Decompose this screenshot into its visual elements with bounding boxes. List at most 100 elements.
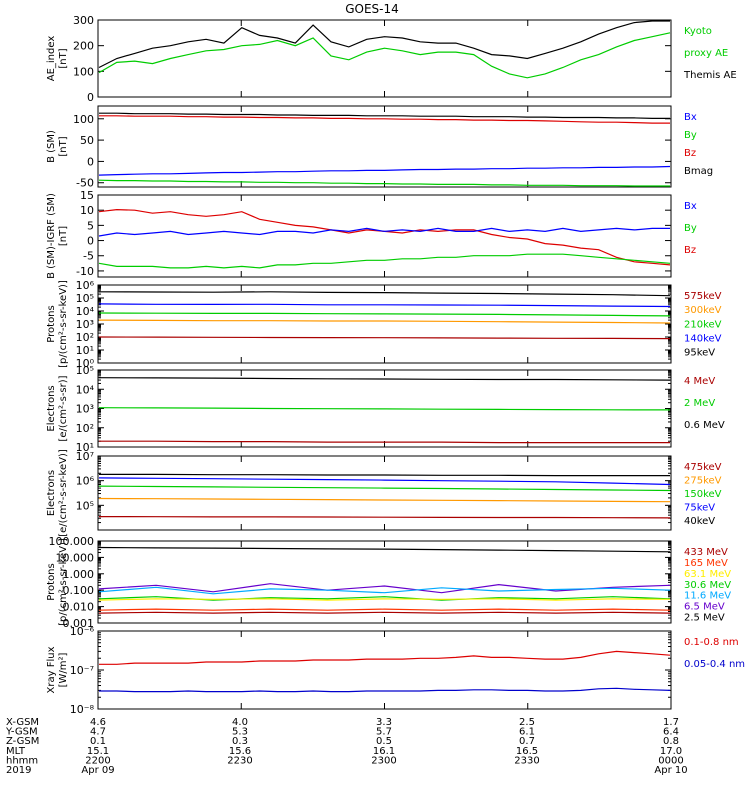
series-line-95kev: [98, 291, 671, 297]
legend-entry: Bx: [684, 112, 697, 123]
legend-entry: By: [684, 223, 697, 234]
panel-frame: [97, 105, 672, 188]
y-tick-label: -5: [83, 250, 94, 263]
y-axis-unit: [e/(cm²-s-sr-keV)]: [58, 449, 69, 537]
y-tick-label: 1.000: [63, 568, 95, 581]
footer-value: 5.7: [376, 727, 392, 738]
footer-value: 6.1: [519, 727, 535, 738]
series-line-433-mev: [98, 611, 671, 614]
legend-entry: 575keV: [684, 291, 722, 302]
y-axis-unit: [e/(cm²-s-sr)]: [58, 375, 69, 441]
panel-frame: [97, 455, 672, 531]
legend-entry: Bz: [684, 148, 696, 159]
y-tick-label: 0: [87, 155, 94, 168]
footer-row-label: X-GSM: [6, 717, 39, 728]
series-line-140kev: [98, 303, 671, 308]
legend-entry: 2 MeV: [684, 398, 715, 409]
panel-protons_mev: 0.001 0.010 0.100 1.000 10.000 100.000 Protons…: [46, 535, 731, 630]
footer-value: 3.3: [376, 717, 392, 728]
footer-row-label: Z-GSM: [6, 736, 39, 747]
y-tick-label: 0.010: [63, 601, 95, 614]
legend-entry: 0.05-0.4 nm: [684, 659, 745, 670]
panel-frame: [97, 284, 672, 364]
series-line-2-mev: [98, 407, 671, 411]
figure-title: GOES-14: [345, 2, 399, 16]
series-line-0-6-mev: [98, 377, 671, 381]
y-tick-label: 10⁴: [76, 383, 95, 396]
footer-value: 4.6: [90, 717, 106, 728]
panel-frame: [97, 630, 672, 710]
footer-value: Apr 09: [81, 765, 114, 776]
legend-entry: 165 MeV: [684, 558, 728, 569]
legend-entry: 40keV: [684, 516, 715, 527]
series-line-575kev: [98, 336, 671, 340]
panel-xray: 10⁻⁸ 10⁻⁷ 10⁻⁶ Xray Flux [W/m²] 0.1-0.8 nm 0.0…: [46, 625, 745, 716]
y-tick-label: 10³: [76, 318, 94, 331]
legend-entry: 2.5 MeV: [684, 613, 725, 624]
legend-entry: By: [684, 130, 697, 141]
y-axis-unit: [nT]: [58, 226, 69, 246]
footer-value: 16.5: [516, 746, 538, 757]
footer-value: 4.0: [232, 717, 248, 728]
series-line-150kev: [98, 485, 671, 492]
y-tick-label: 10: [80, 204, 94, 217]
footer-value: 6.4: [663, 727, 679, 738]
series-line-themis-ae: [98, 20, 670, 69]
y-tick-label: 5: [87, 219, 94, 232]
footer-value: 5.3: [232, 727, 248, 738]
footer-value: 16.1: [373, 746, 395, 757]
panel-frame: [97, 540, 672, 624]
series-line-by: [98, 179, 670, 187]
legend-entry: 300keV: [684, 305, 722, 316]
y-tick-label: 10³: [76, 403, 94, 416]
legend-entry: Bz: [684, 245, 696, 256]
y-axis-label: B (SM): [46, 130, 57, 163]
series-line-0-1-0-8-nm: [99, 650, 671, 665]
footer-row-label: 2019: [6, 765, 31, 776]
legend-entry: 30.6 MeV: [684, 580, 731, 591]
panel-frame: [97, 194, 672, 278]
legend-entry: 11.6 MeV: [684, 591, 731, 602]
legend-entry: 275keV: [684, 475, 722, 486]
y-axis-label: AE_index: [46, 36, 57, 82]
footer-value: 0000: [658, 755, 683, 766]
series-line-40kev: [99, 473, 670, 477]
footer-value: 0.8: [663, 736, 679, 747]
series-line-2-5-mev: [98, 546, 671, 553]
y-tick-label: 10¹: [76, 441, 94, 454]
y-axis-label: Protons: [46, 563, 57, 600]
y-axis-unit: [W/m²]: [58, 652, 69, 687]
legend-entry: 0.1-0.8 nm: [684, 637, 739, 648]
y-tick-label: 10²: [76, 422, 94, 435]
series-line-bx: [98, 227, 670, 237]
y-tick-label: 10⁵: [76, 292, 94, 305]
y-tick-label: 10⁻⁷: [70, 664, 94, 677]
series-line-kyoto-proxy-ae: [98, 32, 671, 79]
y-axis-label: Protons: [46, 305, 57, 342]
legend-entry: Themis AE: [683, 70, 737, 81]
footer-value: 2.5: [519, 717, 535, 728]
y-tick-label: 0: [87, 235, 94, 248]
series-line-210kev: [98, 312, 671, 317]
y-tick-label: -50: [76, 177, 94, 190]
y-tick-label: 0: [87, 91, 94, 104]
series-line-75kev: [98, 477, 671, 486]
panel-ae: 0 100 200 300 AE_index [nT] Kyoto proxy AE Themi…: [46, 14, 737, 104]
y-tick-label: 100: [73, 113, 94, 126]
y-axis-unit: [nT]: [58, 48, 69, 68]
y-tick-label: 100: [73, 65, 94, 78]
series-line-11-6-mev: [98, 586, 671, 595]
series-line-165-mev: [98, 608, 671, 611]
legend-entry: 6.5 MeV: [684, 602, 725, 613]
footer-value: 2200: [85, 755, 110, 766]
panel-electrons_kev: 10⁵ 10⁶ 10⁷ Electrons [e/(cm²-s-sr-keV)] 475k…: [46, 449, 722, 537]
y-tick-label: 300: [73, 14, 94, 27]
footer-value: Apr 10: [654, 765, 687, 776]
footer-value: 2300: [371, 755, 396, 766]
legend-entry: 63.1 MeV: [684, 569, 731, 580]
y-tick-label: -10: [76, 265, 94, 278]
series-line-bz: [99, 115, 670, 124]
y-tick-label: 10⁵: [76, 364, 94, 377]
